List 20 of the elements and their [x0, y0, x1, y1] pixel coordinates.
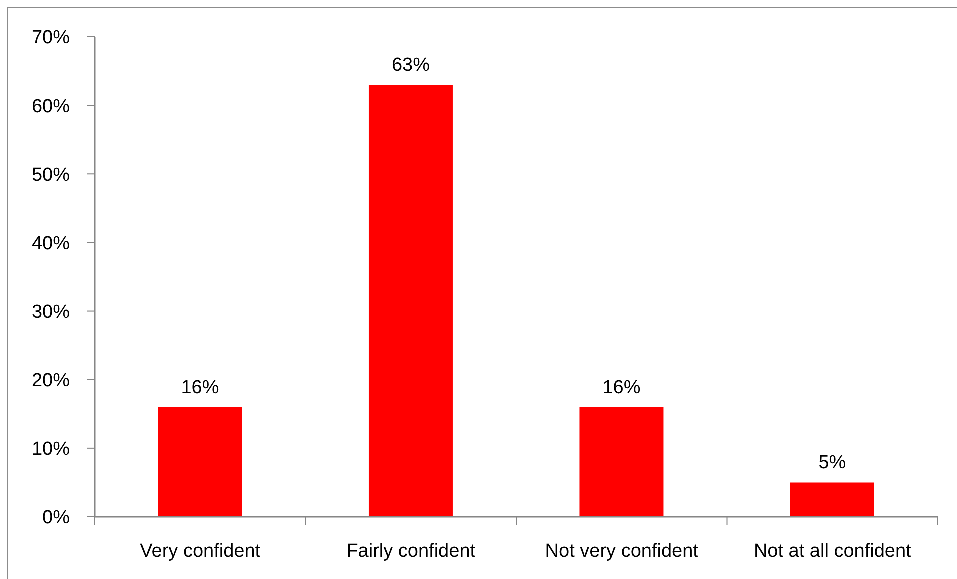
- y-tick-label: 20%: [32, 370, 70, 392]
- bar: [790, 482, 874, 517]
- y-tick-label: 30%: [32, 302, 70, 324]
- bar: [158, 407, 242, 517]
- data-label: 63%: [392, 55, 430, 76]
- data-label: 16%: [181, 377, 220, 398]
- bar: [368, 85, 453, 517]
- x-tick-label: Not at all confident: [754, 541, 912, 562]
- y-tick-label: 50%: [32, 164, 70, 186]
- y-tick-label: 70%: [32, 28, 70, 49]
- x-tick-label: Not very confident: [545, 541, 700, 562]
- y-tick-label: 60%: [32, 96, 70, 118]
- bar: [580, 407, 664, 517]
- data-label: 16%: [602, 377, 641, 398]
- x-tick-label: Very confident: [140, 541, 262, 562]
- y-tick-label: 0%: [42, 508, 70, 529]
- y-tick-label: 10%: [32, 439, 70, 460]
- y-tick-label: 40%: [32, 233, 70, 254]
- data-label: 5%: [818, 452, 846, 474]
- x-tick-label: Fairly confident: [346, 541, 476, 562]
